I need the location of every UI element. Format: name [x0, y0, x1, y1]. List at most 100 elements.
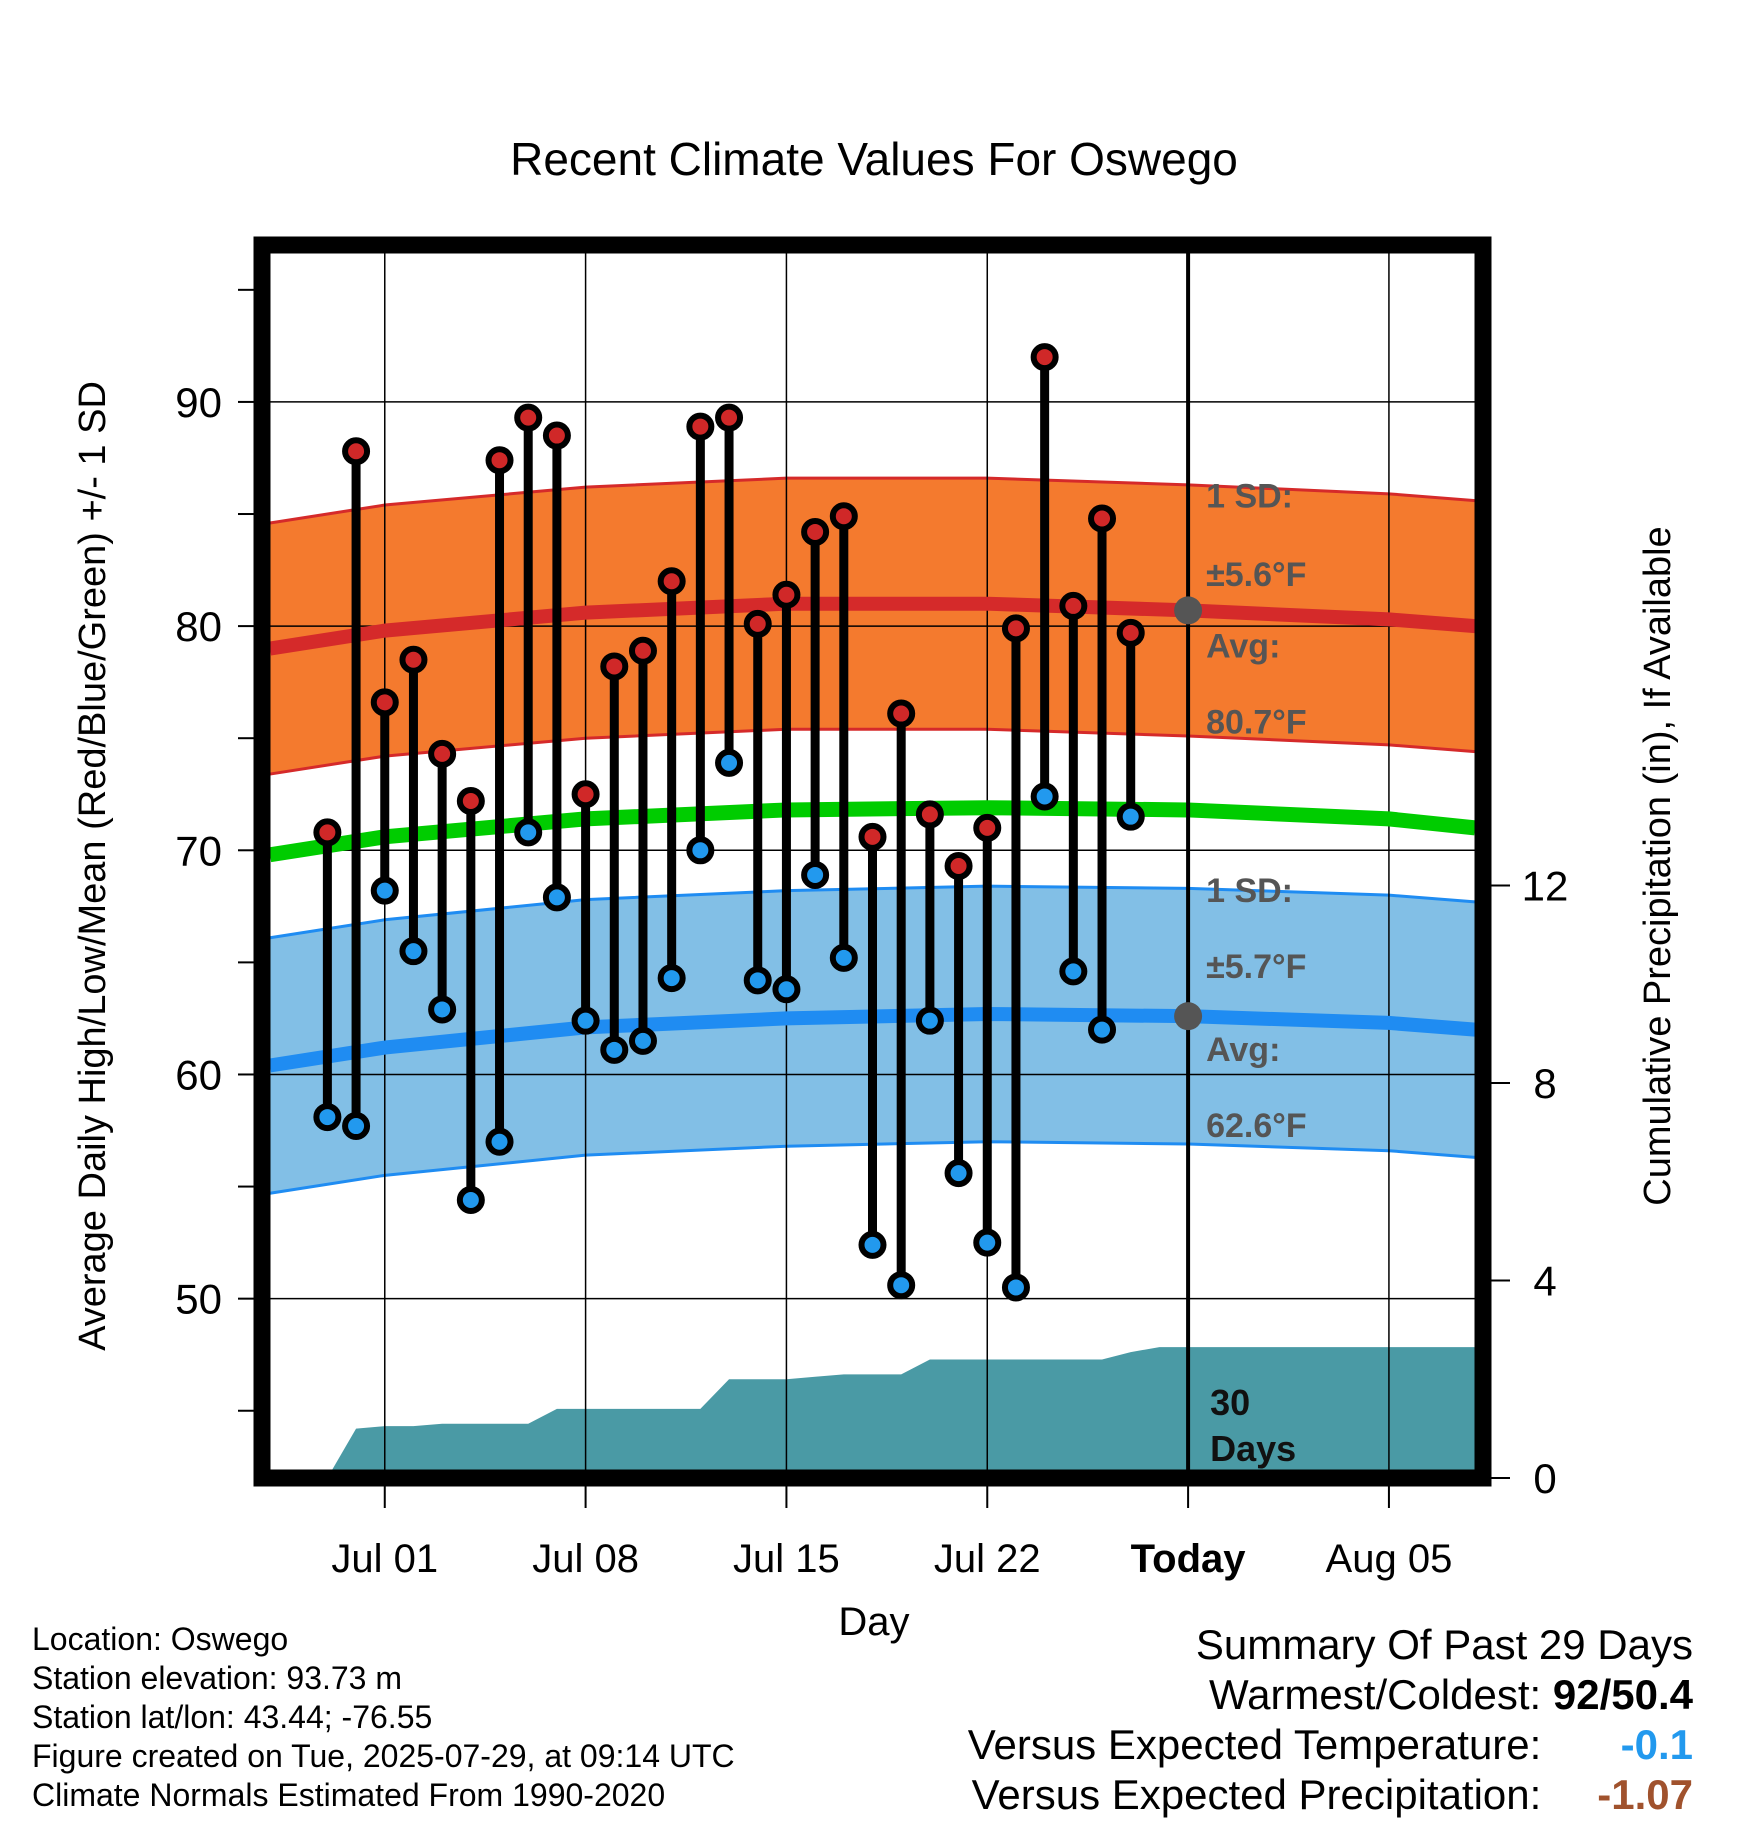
elevation-text: Station elevation: 93.73 m — [32, 1660, 403, 1696]
summary-temp-row: Versus Expected Temperature: -0.1 — [968, 1720, 1693, 1770]
high-temp-point — [514, 403, 543, 432]
latlon-text: Station lat/lon: 43.44; -76.55 — [32, 1699, 433, 1735]
low-temp-point — [772, 975, 801, 1004]
high-temp-point — [428, 739, 457, 768]
high-temp-point — [772, 580, 801, 609]
normals-text: Climate Normals Estimated From 1990-2020 — [32, 1777, 666, 1813]
precip-label: Versus Expected Precipitation: — [971, 1771, 1542, 1818]
low-avg-value: 62.6°F — [1206, 1107, 1307, 1145]
low-temp-point — [571, 1006, 600, 1035]
low-temp-point — [342, 1112, 371, 1141]
low-temp-point — [887, 1271, 916, 1300]
high-sd-label: 1 SD: — [1206, 477, 1293, 515]
low-temp-point — [1088, 1015, 1117, 1044]
high-temp-point — [600, 652, 629, 681]
high-temp-point — [370, 688, 399, 717]
y2-tick-label: 8 — [1533, 1060, 1556, 1107]
precip-area — [327, 1347, 1475, 1478]
station-info: Location: Oswego Station elevation: 93.7… — [32, 1620, 735, 1815]
high-temp-point — [915, 800, 944, 829]
created-text: Figure created on Tue, 2025-07-29, at 09… — [32, 1738, 735, 1774]
x-tick-label: Aug 05 — [1326, 1537, 1453, 1581]
y2-tick-label: 12 — [1522, 863, 1569, 910]
high-avg-marker — [1174, 596, 1203, 625]
high-temp-point — [313, 818, 342, 847]
high-sd-upper-line — [269, 476, 1476, 525]
summary-warmest-row: Warmest/Coldest: 92/50.4 — [968, 1670, 1693, 1720]
high-temp-point — [657, 567, 686, 596]
low-temp-point — [801, 860, 830, 889]
y-tick-label: 60 — [175, 1051, 222, 1098]
y-tick-label: 50 — [175, 1276, 222, 1323]
high-temp-point — [542, 421, 571, 450]
days-word: Days — [1210, 1428, 1296, 1469]
x-tick-label: Jul 01 — [331, 1537, 438, 1581]
high-temp-point — [801, 517, 830, 546]
low-mean-line — [268, 1006, 1476, 1073]
low-temp-point — [456, 1186, 485, 1215]
low-temp-point — [1116, 802, 1145, 831]
high-temp-point — [1088, 504, 1117, 533]
low-temp-point — [600, 1035, 629, 1064]
precip-value: -1.07 — [1597, 1771, 1693, 1818]
low-temp-point — [1030, 782, 1059, 811]
warmest-value: 92/50.4 — [1552, 1671, 1693, 1718]
low-temp-point — [973, 1228, 1002, 1257]
high-temp-point — [485, 446, 514, 475]
high-temp-point — [571, 780, 600, 809]
low-avg-marker — [1174, 1002, 1203, 1031]
high-sd-lower-line — [269, 727, 1476, 776]
low-temp-point — [829, 943, 858, 972]
low-temp-point — [313, 1103, 342, 1132]
low-temp-point — [657, 964, 686, 993]
high-temp-point — [743, 609, 772, 638]
low-temp-point — [686, 836, 715, 865]
high-temp-point — [456, 786, 485, 815]
high-temp-point — [1030, 343, 1059, 372]
summary-precip-row: Versus Expected Precipitation: -1.07 — [968, 1770, 1693, 1820]
x-tick-label: Today — [1131, 1537, 1247, 1581]
chart-title: Recent Climate Values For Oswego — [510, 133, 1238, 185]
low-avg-label: Avg: — [1206, 1031, 1280, 1069]
temp-label: Versus Expected Temperature: — [967, 1721, 1542, 1768]
high-sd-value: ±5.6°F — [1206, 556, 1306, 594]
days-number: 30 — [1210, 1382, 1250, 1423]
low-sd-label: 1 SD: — [1206, 872, 1293, 910]
high-temp-point — [715, 403, 744, 432]
high-temp-point — [944, 851, 973, 880]
x-axis-label: Day — [838, 1600, 909, 1644]
low-temp-point — [1001, 1273, 1030, 1302]
plot-frame — [253, 236, 1492, 1487]
high-temp-point — [1116, 618, 1145, 647]
high-temp-point — [887, 699, 916, 728]
x-tick-label: Jul 08 — [532, 1537, 639, 1581]
low-temp-point — [1059, 957, 1088, 986]
y-tick-label: 70 — [175, 827, 222, 874]
low-temp-point — [370, 876, 399, 905]
y-axis-label: Average Daily High/Low/Mean (Red/Blue/Gr… — [72, 381, 114, 1351]
high-avg-value: 80.7°F — [1206, 704, 1307, 742]
high-temp-point — [1059, 591, 1088, 620]
avg-mean-line — [268, 800, 1476, 863]
y-tick-label: 80 — [175, 603, 222, 650]
y2-axis-label: Cumulative Precipitation (in), If Availa… — [1637, 526, 1679, 1205]
low-temp-point — [858, 1230, 887, 1259]
low-temp-point — [485, 1127, 514, 1156]
high-temp-point — [1001, 614, 1030, 643]
summary-title: Summary Of Past 29 Days — [1195, 1621, 1693, 1668]
low-temp-point — [915, 1006, 944, 1035]
high-temp-point — [628, 636, 657, 665]
low-temp-point — [743, 966, 772, 995]
high-temp-point — [686, 412, 715, 441]
temp-value: -0.1 — [1620, 1721, 1693, 1768]
low-temp-point — [542, 883, 571, 912]
low-sd-lower-line — [269, 1140, 1476, 1195]
y2-tick-label: 0 — [1533, 1455, 1556, 1502]
low-temp-point — [514, 818, 543, 847]
low-temp-point — [628, 1026, 657, 1055]
location-text: Location: Oswego — [32, 1621, 289, 1657]
low-temp-point — [715, 748, 744, 777]
y2-tick-label: 4 — [1533, 1258, 1556, 1305]
y-tick-label: 90 — [175, 379, 222, 426]
